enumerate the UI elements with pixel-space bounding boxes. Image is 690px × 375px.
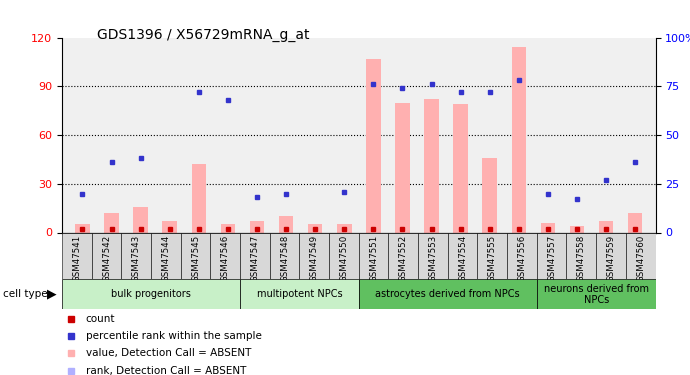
Bar <box>240 279 359 309</box>
Bar <box>133 207 148 232</box>
Bar <box>162 221 177 232</box>
Text: GSM47557: GSM47557 <box>547 235 556 282</box>
Text: ▶: ▶ <box>47 288 57 301</box>
Text: GSM47541: GSM47541 <box>72 235 81 282</box>
Bar <box>337 224 351 232</box>
Bar <box>181 232 210 279</box>
Text: GSM47550: GSM47550 <box>339 235 348 282</box>
Text: GSM47551: GSM47551 <box>369 235 378 282</box>
Text: GSM47548: GSM47548 <box>280 235 289 282</box>
Text: GSM47542: GSM47542 <box>102 235 111 282</box>
Bar <box>151 232 181 279</box>
Bar <box>250 221 264 232</box>
Bar <box>570 226 584 232</box>
Bar <box>221 224 235 232</box>
Bar <box>388 232 418 279</box>
Bar <box>104 213 119 232</box>
Text: astrocytes derived from NPCs: astrocytes derived from NPCs <box>375 290 520 299</box>
Text: GSM47543: GSM47543 <box>132 235 141 282</box>
Bar <box>359 232 388 279</box>
Text: GSM47544: GSM47544 <box>161 235 170 282</box>
Bar <box>511 47 526 232</box>
Bar <box>279 216 293 232</box>
Bar <box>359 279 537 309</box>
Bar <box>596 232 626 279</box>
Bar <box>482 158 497 232</box>
Bar <box>308 224 322 232</box>
Bar <box>448 232 477 279</box>
Text: value, Detection Call = ABSENT: value, Detection Call = ABSENT <box>86 348 251 358</box>
Text: GSM47552: GSM47552 <box>399 235 408 282</box>
Bar <box>75 224 90 232</box>
Text: GSM47559: GSM47559 <box>607 235 615 282</box>
Text: GSM47554: GSM47554 <box>458 235 467 282</box>
Bar <box>366 58 381 232</box>
Bar <box>424 99 439 232</box>
Bar <box>540 223 555 232</box>
Bar <box>537 232 566 279</box>
Bar <box>537 279 656 309</box>
Bar <box>92 232 121 279</box>
Text: GSM47549: GSM47549 <box>310 235 319 282</box>
Bar <box>192 164 206 232</box>
Bar <box>566 232 596 279</box>
Text: GSM47555: GSM47555 <box>488 235 497 282</box>
Text: GSM47545: GSM47545 <box>191 235 200 282</box>
Text: percentile rank within the sample: percentile rank within the sample <box>86 331 262 341</box>
Text: count: count <box>86 314 115 324</box>
Bar <box>395 102 410 232</box>
Text: GSM47558: GSM47558 <box>577 235 586 282</box>
Bar <box>628 213 642 232</box>
Text: GSM47556: GSM47556 <box>518 235 526 282</box>
Bar <box>507 232 537 279</box>
Text: cell type: cell type <box>3 290 48 299</box>
Bar <box>270 232 299 279</box>
Bar <box>329 232 359 279</box>
Text: GSM47553: GSM47553 <box>428 235 437 282</box>
Text: GSM47560: GSM47560 <box>636 235 645 282</box>
Text: GSM47547: GSM47547 <box>250 235 259 282</box>
Bar <box>599 221 613 232</box>
Text: rank, Detection Call = ABSENT: rank, Detection Call = ABSENT <box>86 366 246 375</box>
Bar <box>62 279 240 309</box>
Bar <box>121 232 151 279</box>
Text: neurons derived from
NPCs: neurons derived from NPCs <box>544 284 649 305</box>
Bar <box>240 232 270 279</box>
Bar <box>477 232 507 279</box>
Text: bulk progenitors: bulk progenitors <box>111 290 191 299</box>
Bar <box>453 104 468 232</box>
Bar <box>62 232 92 279</box>
Text: GDS1396 / X56729mRNA_g_at: GDS1396 / X56729mRNA_g_at <box>97 28 309 42</box>
Text: multipotent NPCs: multipotent NPCs <box>257 290 342 299</box>
Bar <box>299 232 329 279</box>
Bar <box>418 232 448 279</box>
Text: GSM47546: GSM47546 <box>221 235 230 282</box>
Bar <box>626 232 656 279</box>
Bar <box>210 232 240 279</box>
